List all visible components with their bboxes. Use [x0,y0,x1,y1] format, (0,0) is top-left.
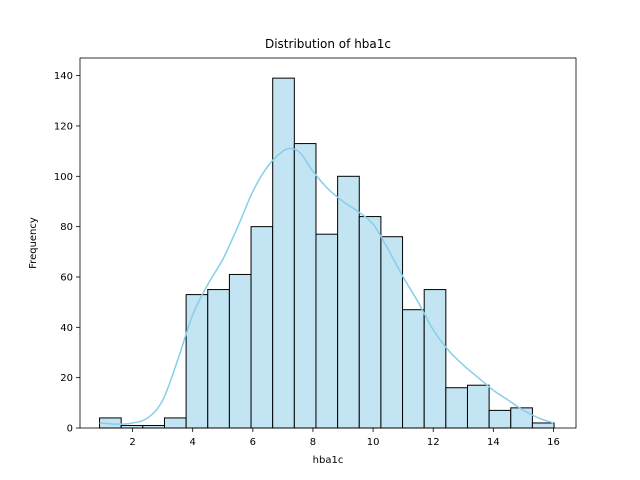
histogram-bar [488,409,512,429]
histogram-bar [315,233,339,429]
y-tick-label: 20 [60,373,73,384]
x-axis-label: hba1c [313,455,344,466]
x-tick-label: 6 [250,437,256,448]
histogram-bar [423,289,447,429]
histogram-bar [380,236,404,429]
x-tick-label: 4 [190,437,196,448]
y-tick-label: 100 [54,172,73,183]
histogram-bar [207,289,230,429]
x-tick-label: 8 [310,437,316,448]
y-axis-label: Frequency [28,217,39,269]
histogram-bar [293,143,317,429]
y-tick-label: 0 [67,424,73,435]
histogram-bar [250,226,274,429]
histogram-bar [228,273,252,429]
x-tick-label: 16 [547,437,560,448]
y-tick-label: 140 [54,71,73,82]
x-axis: 2 4 6 8 10 12 14 16 [129,428,560,448]
histogram-bar [358,216,382,429]
histogram-bar [531,422,555,429]
x-tick-label: 10 [367,437,380,448]
bars-layer [99,77,555,429]
histogram-bar [466,384,490,429]
histogram-bar [445,387,468,429]
y-axis: 0 20 40 60 80 100 120 140 [54,71,80,435]
histogram-bar [402,309,425,429]
x-tick-label: 12 [427,437,440,448]
chart-title: Distribution of hba1c [265,37,391,51]
histogram-bar [272,77,295,429]
y-tick-label: 60 [60,272,73,283]
histogram-bar [185,294,209,429]
y-tick-label: 80 [60,222,73,233]
histogram-bar [163,417,187,429]
plot-frame [79,57,577,429]
y-tick-label: 40 [60,323,73,334]
kde-curve [99,147,554,425]
histogram-bar [337,175,360,429]
x-tick-label: 2 [129,437,135,448]
y-tick-label: 120 [54,121,73,132]
x-tick-label: 14 [487,437,500,448]
histogram-bar [510,407,533,429]
